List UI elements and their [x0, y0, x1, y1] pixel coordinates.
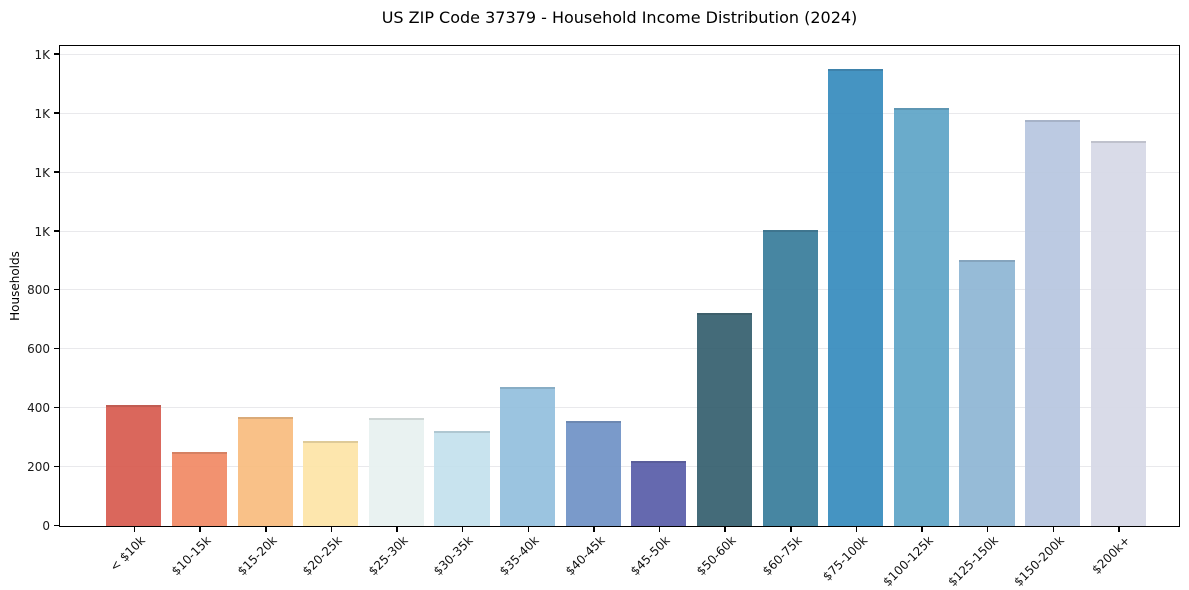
bar: [303, 440, 359, 526]
bar: [106, 405, 162, 526]
x-tick-mark: [265, 527, 267, 532]
bar: [434, 431, 490, 526]
x-tick-label: $200k+: [1088, 533, 1133, 577]
plot-area: < $10k $10-15k $15-20k $20-25k $25-30k $30-35…: [27, 45, 1180, 589]
bar-slot: $10-15k: [167, 46, 233, 578]
x-tick-label: < $10k: [107, 533, 149, 575]
gridline: [60, 289, 1179, 291]
gridline: [60, 407, 1179, 409]
x-tick-label: $125-150k: [945, 533, 1002, 589]
bar-slot: $35-40k: [495, 46, 561, 578]
y-tick-mark: [54, 406, 59, 409]
bar: [368, 417, 424, 526]
bar: [1025, 119, 1081, 526]
x-tick-label: $100-125k: [879, 533, 936, 589]
x-tick-mark: [133, 527, 136, 532]
y-tick-label: 1K: [34, 47, 50, 62]
y-tick-mark: [54, 347, 59, 350]
bar: [237, 416, 293, 526]
gridline: [60, 112, 1179, 114]
x-tick-label: $15-20k: [234, 533, 280, 579]
x-tick-mark: [986, 527, 989, 532]
gridline: [60, 53, 1179, 55]
x-tick-mark: [593, 527, 595, 532]
bar-slot: $20-25k: [298, 46, 364, 578]
bar-slot: $40-45k: [560, 46, 626, 578]
bars-layer: < $10k $10-15k $15-20k $20-25k $25-30k $30-35…: [60, 46, 1179, 589]
bar: [500, 387, 556, 526]
bar-slot: $30-35k: [429, 46, 495, 578]
y-tick-mark: [54, 465, 59, 468]
x-tick-label: $10-15k: [168, 533, 214, 579]
x-tick-mark: [1052, 527, 1055, 532]
bar: [565, 421, 621, 526]
bar-slot: $45-50k: [626, 46, 692, 578]
chart-title: US ZIP Code 37379 - Household Income Dis…: [381, 8, 858, 27]
y-tick-mark: [54, 53, 59, 55]
x-tick-label: $45-50k: [628, 533, 674, 579]
x-tick-mark: [658, 527, 661, 532]
y-axis-label: Households: [8, 251, 22, 321]
x-tick-label: $25-30k: [365, 533, 411, 579]
x-tick-label: $150-200k: [1011, 533, 1067, 589]
gridline: [60, 348, 1179, 350]
x-tick-mark: [461, 527, 464, 532]
bar-slot: $75-100k: [820, 46, 889, 584]
bar-slot: < $10k: [101, 46, 167, 574]
x-tick-label: $20-25k: [300, 533, 345, 579]
y-tick-label: 800: [27, 283, 50, 298]
bar-slot: $125-150k: [945, 46, 1020, 589]
y-tick-mark: [54, 524, 59, 526]
bar-slot: $60-75k: [757, 46, 823, 578]
x-tick-mark: [921, 527, 923, 532]
bar: [631, 461, 687, 526]
x-tick-mark: [724, 527, 726, 532]
x-tick-mark: [199, 527, 201, 532]
y-tick-label: 200: [27, 460, 50, 475]
bar-slot: $100-125k: [880, 46, 955, 589]
bar-slot: $50-60k: [692, 46, 758, 578]
x-tick-mark: [396, 527, 398, 532]
x-tick-label: $60-75k: [759, 533, 805, 579]
bar: [959, 260, 1015, 526]
y-tick-mark: [54, 112, 59, 114]
x-tick-label: $30-35k: [431, 533, 477, 579]
x-tick-label: $75-100k: [819, 533, 870, 584]
y-tick-label: 1K: [34, 106, 50, 121]
y-tick-label: 1K: [34, 224, 50, 239]
gridline: [60, 171, 1179, 173]
x-tick-label: $50-60k: [693, 533, 739, 579]
x-tick-mark: [790, 527, 792, 532]
y-tick-mark: [54, 230, 59, 232]
bar-slot: $200k+: [1085, 46, 1151, 577]
y-tick-label: 600: [27, 342, 50, 357]
y-tick-label: 0: [42, 519, 50, 533]
bar: [1090, 140, 1146, 526]
y-tick-mark: [54, 171, 59, 173]
bar-slot: $150-200k: [1011, 46, 1086, 589]
bar: [893, 107, 949, 526]
bar: [828, 68, 884, 526]
gridline: [60, 230, 1179, 232]
bar: [696, 313, 752, 526]
x-tick-label: $40-45k: [562, 533, 608, 579]
y-tick-mark: [54, 289, 59, 291]
bar: [762, 230, 818, 526]
x-tick-mark: [330, 527, 333, 532]
x-tick-mark: [527, 527, 530, 532]
x-tick-label: $35-40k: [496, 533, 542, 579]
y-tick-label: 400: [27, 401, 50, 416]
bar-slot: $15-20k: [232, 46, 298, 578]
bar-slot: $25-30k: [364, 46, 430, 578]
x-tick-mark: [855, 527, 858, 532]
bar: [171, 452, 227, 526]
x-tick-mark: [1118, 527, 1120, 532]
y-tick-label: 1K: [34, 165, 50, 180]
